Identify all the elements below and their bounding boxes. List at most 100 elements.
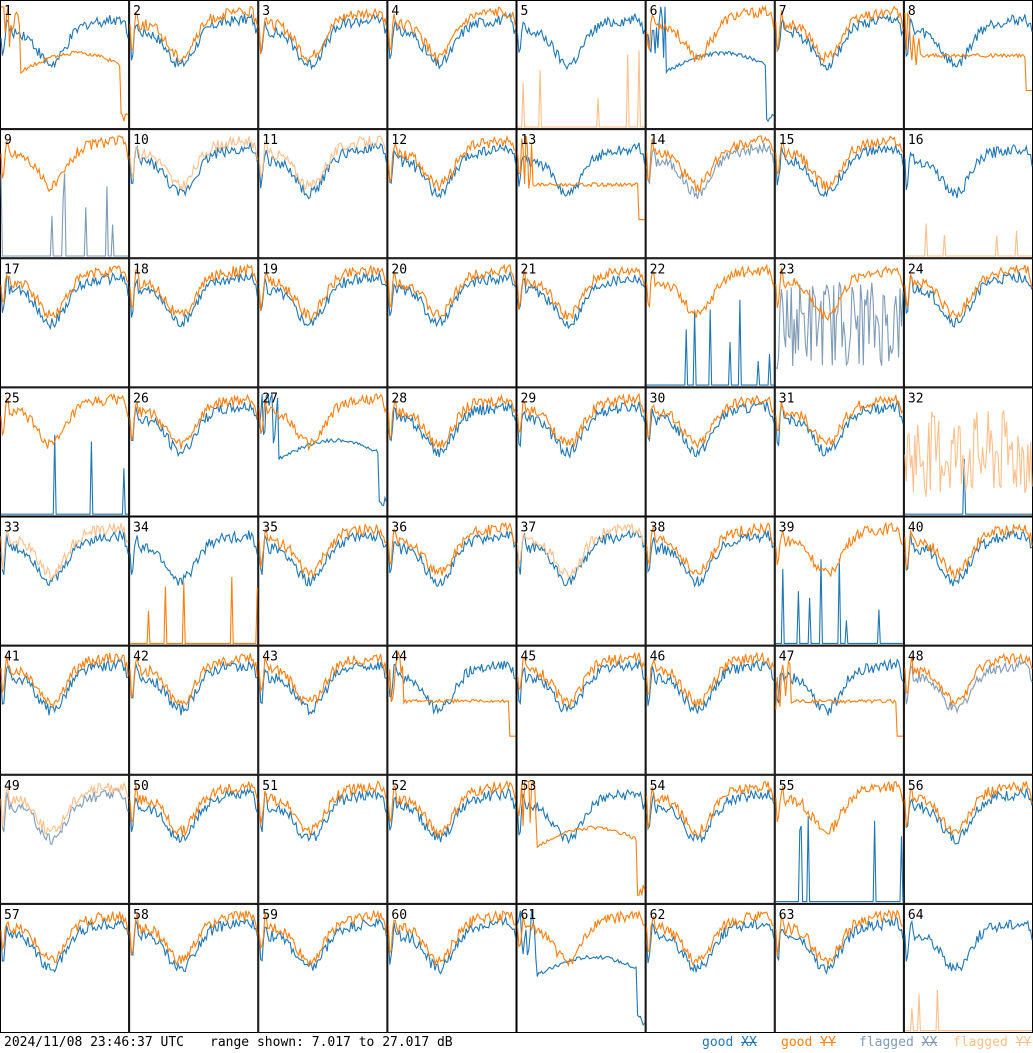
tile-label-16: 16 xyxy=(908,133,924,148)
series-yy-tile-47 xyxy=(775,659,903,737)
legend-flagged-xx-word: flagged xyxy=(859,1035,914,1050)
series-yy-tile-46 xyxy=(646,652,775,708)
tile-frame xyxy=(0,387,130,517)
tile-45: 45 xyxy=(516,645,646,775)
tile-label-51: 51 xyxy=(262,779,278,794)
series-xx-tile-57 xyxy=(0,917,129,973)
series-yy-tile-42 xyxy=(129,653,258,706)
tile-14: 14 xyxy=(645,129,775,259)
tile-48: 48 xyxy=(903,645,1033,775)
series-xx-tile-59 xyxy=(258,918,387,971)
series-xx-tile-4 xyxy=(387,12,517,70)
tile-label-27: 27 xyxy=(262,391,278,406)
series-xx-tile-38 xyxy=(646,529,775,588)
tile-frame xyxy=(645,516,775,646)
series-yy-tile-39 xyxy=(775,521,904,578)
tile-52: 52 xyxy=(387,774,517,904)
series-yy-tile-14 xyxy=(646,135,775,193)
series-xx-tile-30 xyxy=(646,400,775,458)
tile-39: 39 xyxy=(774,516,904,646)
series-xx-tile-55 xyxy=(775,816,904,903)
tile-frame xyxy=(645,903,775,1033)
tile-frame xyxy=(903,516,1033,646)
series-xx-tile-63 xyxy=(775,916,904,975)
tile-frame xyxy=(0,645,130,775)
tile-4: 4 xyxy=(387,0,517,130)
tile-label-29: 29 xyxy=(521,391,537,406)
tile-57: 57 xyxy=(0,903,130,1033)
tile-9: 9 xyxy=(0,129,130,259)
tile-24: 24 xyxy=(903,258,1033,388)
series-xx-tile-27 xyxy=(258,392,387,507)
legend-good-xx: good XX xyxy=(702,1035,757,1051)
tile-40: 40 xyxy=(903,516,1033,646)
legend-flagged-xx-symbol: XX xyxy=(921,1035,938,1050)
series-xx-tile-22 xyxy=(646,299,774,386)
tile-label-30: 30 xyxy=(650,391,666,406)
series-xx-tile-13 xyxy=(516,142,646,197)
tile-43: 43 xyxy=(258,645,388,775)
timestamp: 2024/11/08 23:46:37 UTC xyxy=(4,1035,185,1050)
tile-frame xyxy=(129,258,259,388)
series-xx-tile-1 xyxy=(0,15,129,69)
tile-frame xyxy=(258,0,388,130)
tile-label-1: 1 xyxy=(4,4,12,19)
series-xx-tile-20 xyxy=(387,271,516,328)
tile-label-57: 57 xyxy=(4,908,20,923)
series-yy-tile-13 xyxy=(516,135,645,221)
series-xx-tile-29 xyxy=(516,401,646,460)
series-xx-tile-61 xyxy=(516,910,646,1026)
series-xx-tile-18 xyxy=(129,272,258,328)
tile-label-64: 64 xyxy=(908,908,924,923)
tile-label-21: 21 xyxy=(521,262,537,277)
tile-41: 41 xyxy=(0,645,130,775)
tile-10: 10 xyxy=(129,129,259,259)
series-xx-tile-54 xyxy=(646,789,775,844)
tile-label-11: 11 xyxy=(262,133,278,148)
legend-good-xx-word: good xyxy=(702,1035,734,1050)
series-yy-tile-63 xyxy=(775,909,904,966)
series-yy-tile-22 xyxy=(646,263,775,318)
series-yy-tile-52 xyxy=(387,779,517,838)
series-yy-tile-27 xyxy=(258,393,387,452)
series-yy-tile-2 xyxy=(129,6,258,63)
tile-frame xyxy=(0,258,130,388)
series-yy-tile-17 xyxy=(0,265,129,319)
series-xx-tile-64 xyxy=(904,919,1033,972)
tile-frame xyxy=(516,387,646,517)
series-xx-tile-25 xyxy=(1,434,129,515)
tile-label-39: 39 xyxy=(779,521,795,536)
series-yy-tile-57 xyxy=(0,911,129,964)
range-label: range shown: 7.017 to 27.017 dB xyxy=(210,1035,453,1051)
tile-47: 47 xyxy=(774,645,904,775)
series-yy-tile-61 xyxy=(516,909,645,968)
tile-label-56: 56 xyxy=(908,779,924,794)
series-xx-tile-53 xyxy=(516,788,646,845)
series-xx-tile-47 xyxy=(775,657,904,717)
series-yy-tile-11 xyxy=(258,135,387,190)
tile-61: 61 xyxy=(516,903,646,1033)
tile-label-55: 55 xyxy=(779,779,795,794)
tile-50: 50 xyxy=(129,774,259,904)
tile-label-3: 3 xyxy=(262,4,270,19)
tile-64: 64 xyxy=(903,903,1033,1033)
series-xx-tile-51 xyxy=(258,789,387,842)
tile-label-37: 37 xyxy=(521,521,537,536)
tile-label-49: 49 xyxy=(4,779,20,794)
tile-frame xyxy=(0,516,130,646)
series-xx-tile-19 xyxy=(258,271,387,327)
series-yy-tile-56 xyxy=(904,781,1033,836)
tile-35: 35 xyxy=(258,516,388,646)
tile-frame xyxy=(516,258,646,388)
tile-frame xyxy=(903,0,1033,130)
tile-62: 62 xyxy=(645,903,775,1033)
series-yy-tile-9 xyxy=(0,135,129,193)
tile-label-44: 44 xyxy=(391,650,407,665)
series-xx-tile-35 xyxy=(258,529,387,587)
tile-29: 29 xyxy=(516,387,646,517)
tile-label-31: 31 xyxy=(779,391,795,406)
tile-37: 37 xyxy=(516,516,646,646)
tile-32: 32 xyxy=(903,387,1033,517)
tile-label-20: 20 xyxy=(391,262,407,277)
series-xx-tile-58 xyxy=(129,918,258,973)
